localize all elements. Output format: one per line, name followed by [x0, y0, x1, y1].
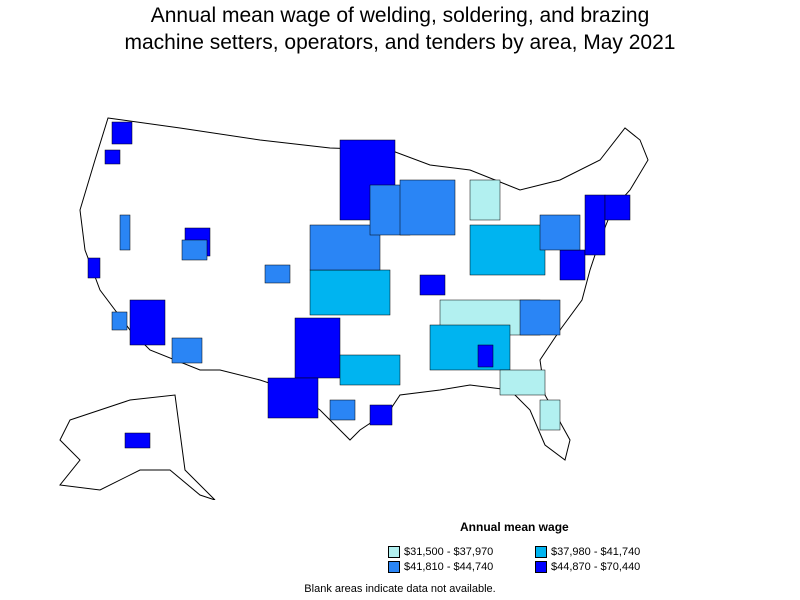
area-ca-south[interactable] — [111, 311, 128, 331]
legend-item-4: $44,870 - $70,440 — [535, 561, 640, 573]
area-ga-fl[interactable] — [499, 369, 546, 396]
legend-swatch-2 — [535, 546, 547, 558]
map-title: Annual mean wage of welding, soldering, … — [0, 2, 800, 56]
legend-item-2: $37,980 - $41,740 — [535, 546, 640, 558]
area-fl-south[interactable] — [539, 399, 561, 431]
area-tx-central[interactable] — [329, 399, 356, 421]
area-alaska-anchorage[interactable] — [124, 432, 151, 449]
area-ne-corridor[interactable] — [584, 194, 606, 256]
area-pnw-2[interactable] — [104, 149, 121, 165]
area-tx-houston[interactable] — [369, 404, 393, 426]
legend-label-4: $44,870 - $70,440 — [551, 561, 641, 573]
area-mo[interactable] — [419, 274, 446, 296]
area-al-blue[interactable] — [477, 344, 494, 368]
title-line-2: machine setters, operators, and tenders … — [124, 31, 676, 54]
area-ks[interactable] — [309, 269, 391, 316]
area-tx-west[interactable] — [267, 377, 319, 419]
legend-swatch-4 — [535, 561, 547, 573]
area-sc-nc[interactable] — [519, 299, 561, 336]
area-nv-1[interactable] — [119, 214, 131, 251]
legend-label-3: $41,810 - $44,740 — [404, 561, 494, 573]
legend-title: Annual mean wage — [460, 520, 569, 534]
legend-item-1: $31,500 - $37,970 — [388, 546, 493, 558]
legend-label-2: $37,980 - $41,740 — [551, 546, 641, 558]
wage-areas — [87, 121, 631, 449]
legend-swatch-3 — [388, 561, 400, 573]
area-az-1[interactable] — [129, 299, 166, 346]
legend-label-1: $31,500 - $37,970 — [404, 546, 494, 558]
area-co-1[interactable] — [264, 264, 291, 284]
area-oh-in[interactable] — [469, 224, 546, 276]
legend-item-3: $41,810 - $44,740 — [388, 561, 493, 573]
area-pa-ny[interactable] — [539, 214, 581, 251]
area-az-2[interactable] — [171, 337, 203, 364]
area-ms-al[interactable] — [429, 324, 511, 371]
title-line-1: Annual mean wage of welding, soldering, … — [150, 4, 650, 27]
legend-swatch-1 — [388, 546, 400, 558]
area-mi[interactable] — [469, 179, 501, 221]
area-ca-bay[interactable] — [87, 257, 101, 279]
us-map — [59, 117, 649, 500]
area-new-england[interactable] — [604, 194, 631, 221]
area-ne[interactable] — [309, 224, 381, 271]
area-va-1[interactable] — [559, 249, 586, 281]
footnote: Blank areas indicate data not available. — [304, 583, 496, 595]
area-pnw-1[interactable] — [111, 121, 133, 145]
area-wi[interactable] — [399, 179, 456, 236]
area-nm-tx-west[interactable] — [294, 317, 341, 379]
area-ut-2[interactable] — [181, 239, 208, 261]
area-tx-east[interactable] — [339, 354, 401, 386]
